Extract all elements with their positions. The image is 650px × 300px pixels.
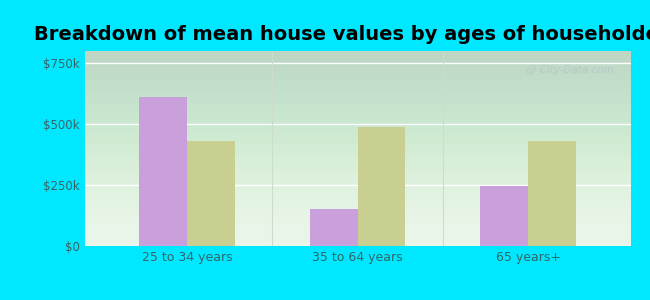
Bar (139, 97, 187, 246)
Bar (187, 141, 235, 246)
Bar (358, 127, 406, 246)
Title: Breakdown of mean house values by ages of householders: Breakdown of mean house values by ages o… (34, 25, 650, 44)
Bar (528, 141, 576, 246)
Bar (310, 209, 358, 246)
Legend: Malta, Montana: Malta, Montana (280, 299, 435, 300)
Text: @ City-Data.com: @ City-Data.com (526, 64, 614, 75)
Bar (480, 186, 528, 246)
